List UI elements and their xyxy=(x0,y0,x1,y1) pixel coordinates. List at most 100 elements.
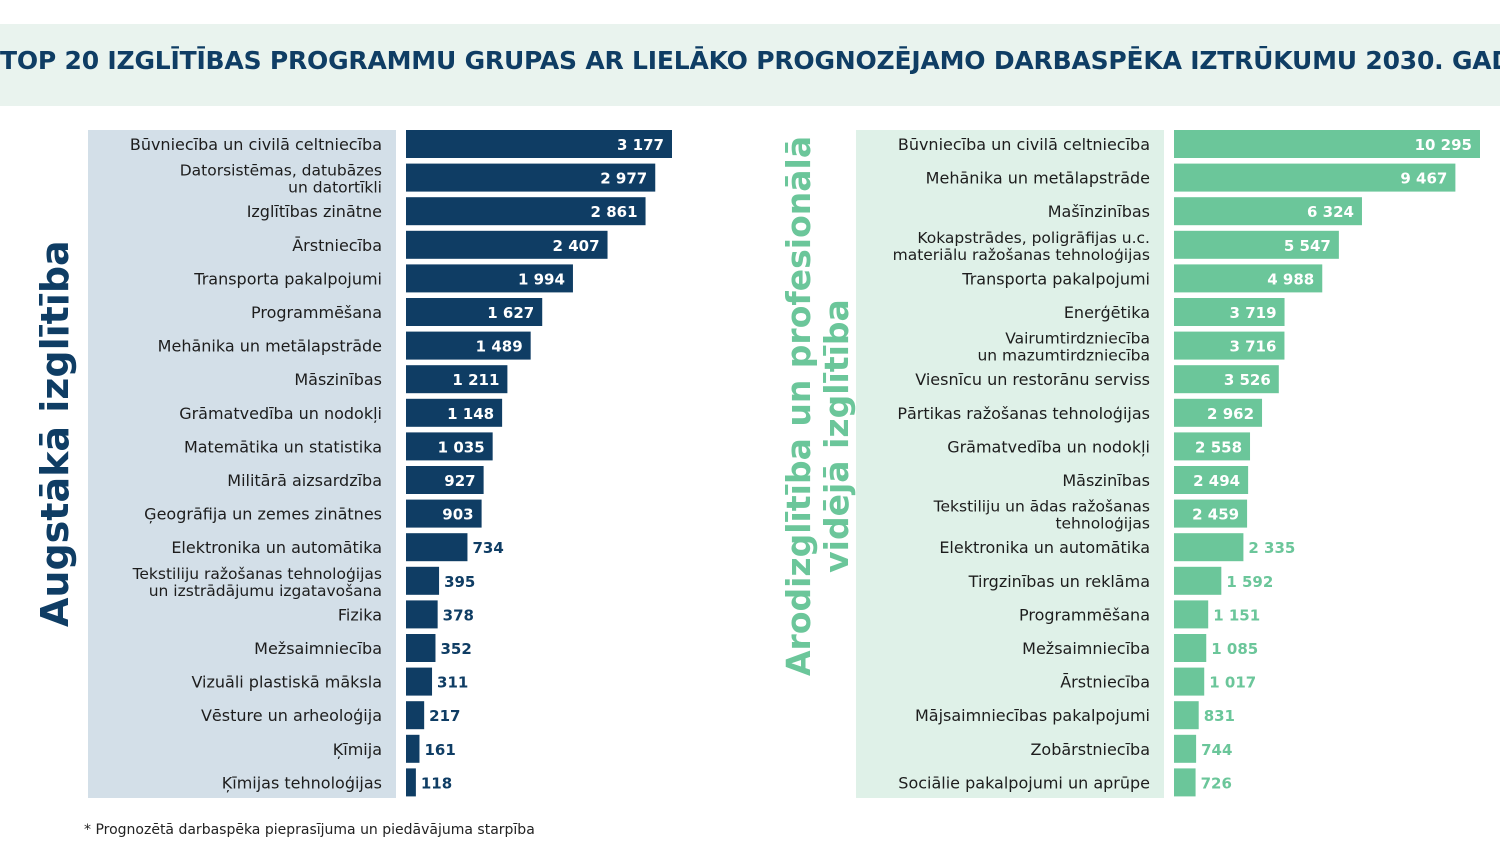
left-category-label-13: Elektronika un automātika xyxy=(171,538,382,557)
right-bar-20 xyxy=(1174,768,1196,797)
right-category-label-4: Kokapstrādes, poligrāfijas u.c. materiālu… xyxy=(893,229,1150,264)
right-category-label-8: Viesnīcu un restorānu serviss xyxy=(915,370,1150,389)
right-bar-7 xyxy=(1174,331,1285,360)
left-category-label-8: Māszinības xyxy=(294,370,382,389)
right-value-label-16: 1 085 xyxy=(1211,640,1258,658)
title-banner xyxy=(0,24,1500,106)
left-category-panel xyxy=(88,130,396,798)
footnote: * Prognozētā darbaspēka pieprasījuma un … xyxy=(84,822,535,838)
right-category-label-2: Mehānika un metālapstrāde xyxy=(926,169,1150,188)
left-value-label-15: 378 xyxy=(443,606,474,624)
right-bar-17 xyxy=(1174,667,1205,696)
right-bar-3 xyxy=(1174,197,1362,226)
right-bar-6 xyxy=(1174,298,1285,326)
right-value-label-10: 2 558 xyxy=(1195,438,1242,456)
left-value-label-5: 1 994 xyxy=(518,270,565,288)
right-value-label-4: 5 547 xyxy=(1284,237,1331,255)
right-value-label-3: 6 324 xyxy=(1307,203,1354,221)
left-value-label-10: 1 035 xyxy=(438,438,485,456)
right-value-label-7: 3 716 xyxy=(1229,338,1276,356)
right-category-panel xyxy=(856,130,1164,798)
left-value-label-18: 217 xyxy=(429,707,460,725)
left-value-label-13: 734 xyxy=(472,539,503,557)
left-value-label-8: 1 211 xyxy=(452,371,499,389)
right-bar-11 xyxy=(1174,466,1249,494)
left-value-label-11: 927 xyxy=(444,472,475,490)
right-value-label-5: 4 988 xyxy=(1267,270,1314,288)
right-value-label-13: 2 335 xyxy=(1248,539,1295,557)
left-bar-5 xyxy=(406,264,573,293)
left-value-label-3: 2 861 xyxy=(591,203,638,221)
right-category-label-15: Programmēšana xyxy=(1019,605,1150,624)
right-value-label-11: 2 494 xyxy=(1193,472,1240,490)
left-category-label-3: Izglītības zinātne xyxy=(247,202,382,221)
right-bar-18 xyxy=(1174,701,1199,730)
right-value-label-9: 2 962 xyxy=(1207,405,1254,423)
right-category-label-13: Elektronika un automātika xyxy=(939,538,1150,557)
left-value-label-14: 395 xyxy=(444,573,475,591)
right-value-label-6: 3 719 xyxy=(1230,304,1277,322)
left-category-label-11: Militārā aizsardzība xyxy=(227,471,382,490)
left-bar-3 xyxy=(406,197,646,226)
left-value-label-6: 1 627 xyxy=(487,304,534,322)
right-value-label-15: 1 151 xyxy=(1213,606,1260,624)
left-category-label-1: Būvniecība un civilā celtniecība xyxy=(130,135,382,154)
left-category-label-7: Mehānika un metālapstrāde xyxy=(158,337,382,356)
right-value-label-20: 726 xyxy=(1201,774,1232,792)
left-category-label-12: Ģeogrāfija un zemes zinātnes xyxy=(144,505,382,524)
left-value-label-19: 161 xyxy=(424,741,455,759)
right-bar-2 xyxy=(1174,163,1456,192)
right-category-label-12: Tekstiliju un ādas ražošanas tehnoloģijas xyxy=(933,498,1150,533)
left-bar-7 xyxy=(406,331,531,360)
left-bar-15 xyxy=(406,600,438,629)
left-category-label-4: Ārstniecība xyxy=(292,236,382,255)
left-value-label-7: 1 489 xyxy=(476,338,523,356)
left-bar-2 xyxy=(406,163,656,192)
left-category-label-16: Mežsaimniecība xyxy=(254,639,382,658)
right-value-label-1: 10 295 xyxy=(1415,136,1472,154)
right-bar-15 xyxy=(1174,600,1209,629)
left-category-label-9: Grāmatvedība un nodokļi xyxy=(179,404,382,423)
left-value-label-12: 903 xyxy=(442,506,473,524)
left-category-label-14: Tekstiliju ražošanas tehnoloģijas un izst… xyxy=(132,565,382,600)
left-bar-16 xyxy=(406,634,436,662)
left-category-label-5: Transporta pakalpojumi xyxy=(193,269,382,288)
left-bar-18 xyxy=(406,701,425,730)
right-value-label-8: 3 526 xyxy=(1224,371,1271,389)
left-bar-1 xyxy=(406,130,672,158)
right-category-label-10: Grāmatvedība un nodokļi xyxy=(947,437,1150,456)
right-bar-19 xyxy=(1174,734,1197,763)
right-value-label-18: 831 xyxy=(1204,707,1235,725)
right-bar-1 xyxy=(1174,130,1480,158)
right-bar-12 xyxy=(1174,499,1248,528)
right-bar-4 xyxy=(1174,230,1339,259)
left-bar-6 xyxy=(406,298,543,326)
left-bar-10 xyxy=(406,432,493,461)
right-bar-9 xyxy=(1174,398,1263,427)
page-title: TOP 20 IZGLĪTĪBAS PROGRAMMU GRUPAS AR LI… xyxy=(0,46,1500,75)
right-value-label-12: 2 459 xyxy=(1192,506,1239,524)
right-category-label-6: Enerģētika xyxy=(1064,303,1150,322)
right-bar-13 xyxy=(1174,533,1244,562)
left-bar-9 xyxy=(406,398,503,427)
left-value-label-16: 352 xyxy=(440,640,471,658)
right-category-label-7: Vairumtirdzniecība un mazumtirdzniecība xyxy=(977,330,1150,365)
left-value-label-4: 2 407 xyxy=(553,237,600,255)
left-bar-19 xyxy=(406,734,420,763)
left-bar-12 xyxy=(406,499,482,528)
left-category-label-19: Ķīmija xyxy=(333,740,382,759)
right-value-label-2: 9 467 xyxy=(1400,170,1447,188)
right-category-label-18: Mājsaimniecības pakalpojumi xyxy=(915,706,1150,725)
left-bar-13 xyxy=(406,533,468,562)
left-bar-14 xyxy=(406,566,440,595)
right-bar-10 xyxy=(1174,432,1251,461)
left-value-label-20: 118 xyxy=(421,774,452,792)
left-category-label-6: Programmēšana xyxy=(251,303,382,322)
right-value-label-14: 1 592 xyxy=(1226,573,1273,591)
right-value-label-17: 1 017 xyxy=(1209,674,1256,692)
right-category-label-14: Tirgzinības un reklāma xyxy=(968,572,1150,591)
right-category-label-9: Pārtikas ražošanas tehnoloģijas xyxy=(897,404,1150,423)
left-category-label-10: Matemātika un statistika xyxy=(184,437,382,456)
left-value-label-2: 2 977 xyxy=(600,170,647,188)
